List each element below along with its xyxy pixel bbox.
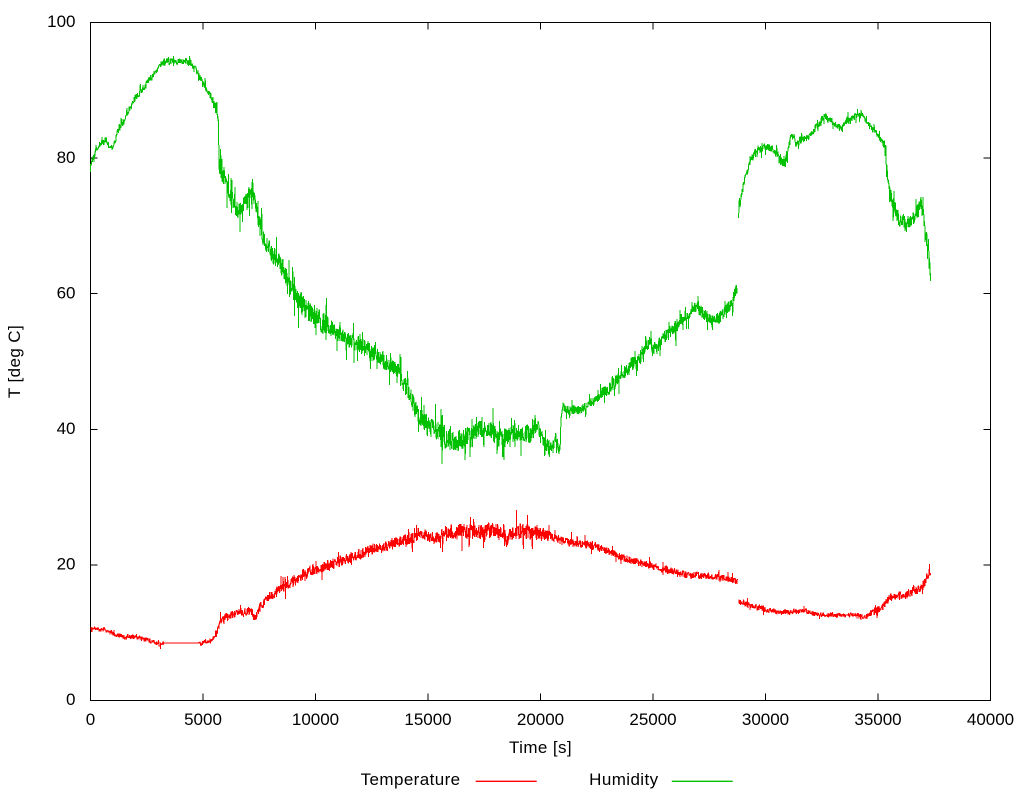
svg-text:20: 20 <box>57 555 76 574</box>
svg-text:0: 0 <box>86 710 95 729</box>
svg-text:5000: 5000 <box>184 710 222 729</box>
svg-text:0: 0 <box>66 690 75 709</box>
svg-text:80: 80 <box>57 148 76 167</box>
svg-text:20000: 20000 <box>517 710 564 729</box>
svg-text:25000: 25000 <box>629 710 676 729</box>
svg-text:Temperature: Temperature <box>361 770 461 789</box>
svg-text:30000: 30000 <box>742 710 789 729</box>
svg-text:60: 60 <box>57 283 76 302</box>
svg-text:100: 100 <box>47 12 75 31</box>
svg-text:Humidity: Humidity <box>589 770 658 789</box>
svg-text:Time [s]: Time [s] <box>509 738 572 757</box>
svg-text:35000: 35000 <box>854 710 901 729</box>
svg-text:15000: 15000 <box>404 710 451 729</box>
svg-text:10000: 10000 <box>292 710 339 729</box>
svg-text:40000: 40000 <box>967 710 1014 729</box>
svg-text:T [deg C]: T [deg C] <box>5 325 24 398</box>
svg-text:40: 40 <box>57 419 76 438</box>
